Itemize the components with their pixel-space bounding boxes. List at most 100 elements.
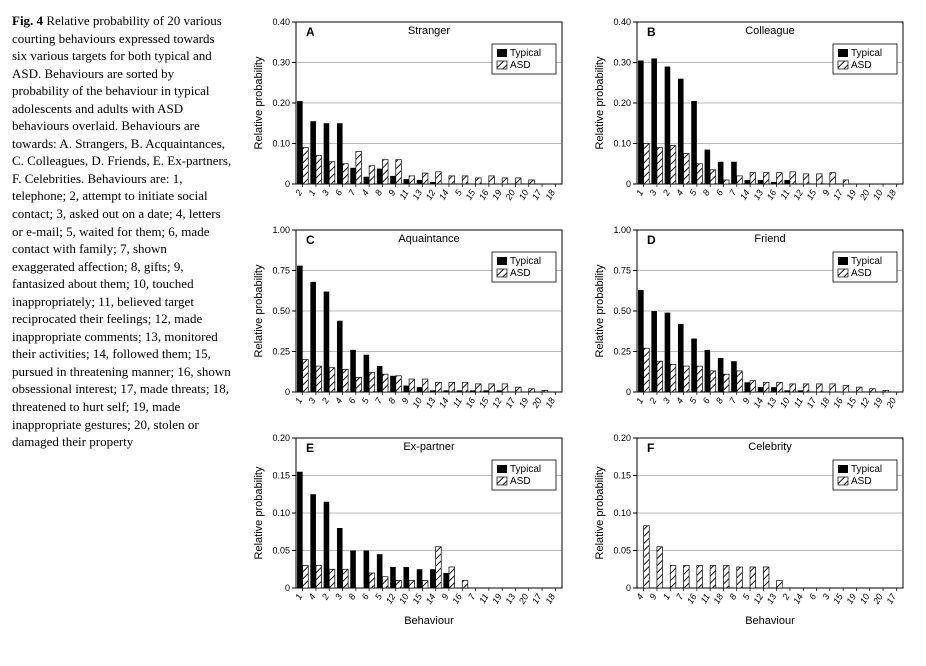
svg-text:18: 18 bbox=[543, 396, 557, 410]
svg-text:3: 3 bbox=[648, 188, 659, 197]
bar-typical bbox=[364, 177, 370, 184]
svg-text:14: 14 bbox=[791, 592, 805, 606]
legend-swatch-typical bbox=[497, 465, 507, 473]
bar-typical bbox=[297, 472, 303, 588]
svg-text:6: 6 bbox=[333, 188, 344, 197]
svg-text:6: 6 bbox=[714, 188, 725, 197]
bar-typical bbox=[483, 390, 489, 392]
bar-asd bbox=[409, 581, 415, 589]
legend-label-typical: Typical bbox=[510, 256, 541, 267]
svg-text:19: 19 bbox=[845, 592, 859, 606]
bar-asd bbox=[684, 366, 690, 392]
bar-asd bbox=[489, 176, 495, 184]
legend-label-asd: ASD bbox=[510, 476, 531, 487]
bar-typical bbox=[731, 162, 737, 184]
svg-text:20: 20 bbox=[857, 188, 871, 203]
bar-asd bbox=[436, 172, 442, 184]
svg-text:0.10: 0.10 bbox=[272, 139, 290, 149]
legend-swatch-typical bbox=[838, 465, 848, 473]
svg-text:0.20: 0.20 bbox=[613, 433, 631, 443]
bar-typical bbox=[417, 569, 423, 588]
bar-asd bbox=[436, 382, 442, 392]
svg-text:15: 15 bbox=[831, 591, 845, 606]
panel-letter: F bbox=[647, 441, 654, 455]
bar-asd bbox=[396, 160, 402, 184]
bar-typical bbox=[638, 290, 644, 392]
bar-typical bbox=[310, 121, 316, 184]
panel-title: Colleague bbox=[745, 25, 795, 37]
bar-asd bbox=[790, 172, 796, 184]
panel-letter: C bbox=[306, 233, 315, 247]
bar-typical bbox=[377, 366, 383, 392]
bar-typical bbox=[390, 176, 396, 184]
svg-text:0: 0 bbox=[285, 583, 290, 593]
bar-typical bbox=[784, 390, 790, 392]
bar-typical bbox=[718, 358, 724, 392]
svg-text:18: 18 bbox=[543, 188, 557, 202]
svg-text:0.20: 0.20 bbox=[613, 98, 631, 108]
svg-text:5: 5 bbox=[687, 187, 699, 197]
bar-asd bbox=[803, 384, 809, 392]
svg-text:2: 2 bbox=[660, 188, 672, 198]
svg-text:1: 1 bbox=[634, 396, 645, 405]
svg-text:11: 11 bbox=[477, 592, 490, 605]
legend-label-asd: ASD bbox=[851, 476, 872, 487]
bar-asd bbox=[329, 569, 335, 588]
svg-text:4: 4 bbox=[307, 592, 318, 601]
svg-text:19: 19 bbox=[490, 592, 504, 606]
bar-typical bbox=[771, 182, 777, 184]
svg-text:0: 0 bbox=[626, 387, 631, 397]
y-axis-label: Relative probability bbox=[594, 466, 606, 559]
svg-text:16: 16 bbox=[477, 188, 491, 202]
svg-text:13: 13 bbox=[765, 592, 779, 606]
svg-text:12: 12 bbox=[751, 592, 765, 606]
svg-text:10: 10 bbox=[517, 188, 531, 202]
svg-text:8: 8 bbox=[386, 396, 397, 405]
bar-asd bbox=[737, 567, 743, 588]
svg-text:7: 7 bbox=[674, 591, 686, 601]
svg-text:20: 20 bbox=[503, 188, 517, 203]
svg-text:0.05: 0.05 bbox=[272, 546, 290, 556]
svg-text:4: 4 bbox=[674, 188, 685, 197]
svg-text:15: 15 bbox=[410, 591, 424, 606]
svg-text:0.25: 0.25 bbox=[272, 347, 290, 357]
svg-text:8: 8 bbox=[727, 592, 738, 601]
svg-text:1: 1 bbox=[293, 396, 304, 405]
bar-asd bbox=[763, 567, 769, 588]
bar-typical bbox=[324, 502, 330, 588]
svg-text:8: 8 bbox=[701, 188, 712, 197]
bar-asd bbox=[723, 180, 729, 184]
svg-text:0.10: 0.10 bbox=[613, 139, 631, 149]
svg-text:0: 0 bbox=[626, 583, 631, 593]
svg-text:15: 15 bbox=[477, 395, 491, 410]
svg-text:17: 17 bbox=[831, 187, 845, 202]
bar-typical bbox=[691, 339, 697, 392]
svg-text:17: 17 bbox=[530, 187, 544, 202]
bar-typical bbox=[337, 528, 343, 588]
svg-text:0: 0 bbox=[626, 179, 631, 189]
legend-label-typical: Typical bbox=[851, 256, 882, 267]
bar-asd bbox=[449, 382, 455, 392]
panel-title: Celebrity bbox=[748, 441, 792, 453]
svg-text:14: 14 bbox=[424, 592, 438, 606]
svg-text:7: 7 bbox=[373, 395, 385, 405]
bar-asd bbox=[723, 374, 729, 392]
bar-asd bbox=[790, 384, 796, 392]
svg-text:5: 5 bbox=[453, 187, 465, 197]
svg-text:11: 11 bbox=[792, 396, 805, 409]
svg-text:6: 6 bbox=[701, 396, 712, 405]
bar-asd bbox=[476, 384, 482, 392]
charts-grid: 00.100.200.300.4021367489111312145151619… bbox=[248, 12, 914, 628]
y-axis-label: Relative probability bbox=[253, 56, 265, 149]
bar-asd bbox=[777, 173, 783, 184]
y-axis-label: Relative probability bbox=[594, 56, 606, 149]
svg-text:10: 10 bbox=[858, 592, 872, 606]
svg-text:13: 13 bbox=[751, 188, 765, 202]
bar-asd bbox=[396, 376, 402, 392]
panel-letter: B bbox=[647, 25, 656, 39]
svg-text:8: 8 bbox=[346, 592, 357, 601]
bar-asd bbox=[763, 173, 769, 184]
svg-text:12: 12 bbox=[858, 396, 872, 410]
svg-text:0.10: 0.10 bbox=[272, 508, 290, 518]
panel-title: Friend bbox=[754, 233, 785, 245]
